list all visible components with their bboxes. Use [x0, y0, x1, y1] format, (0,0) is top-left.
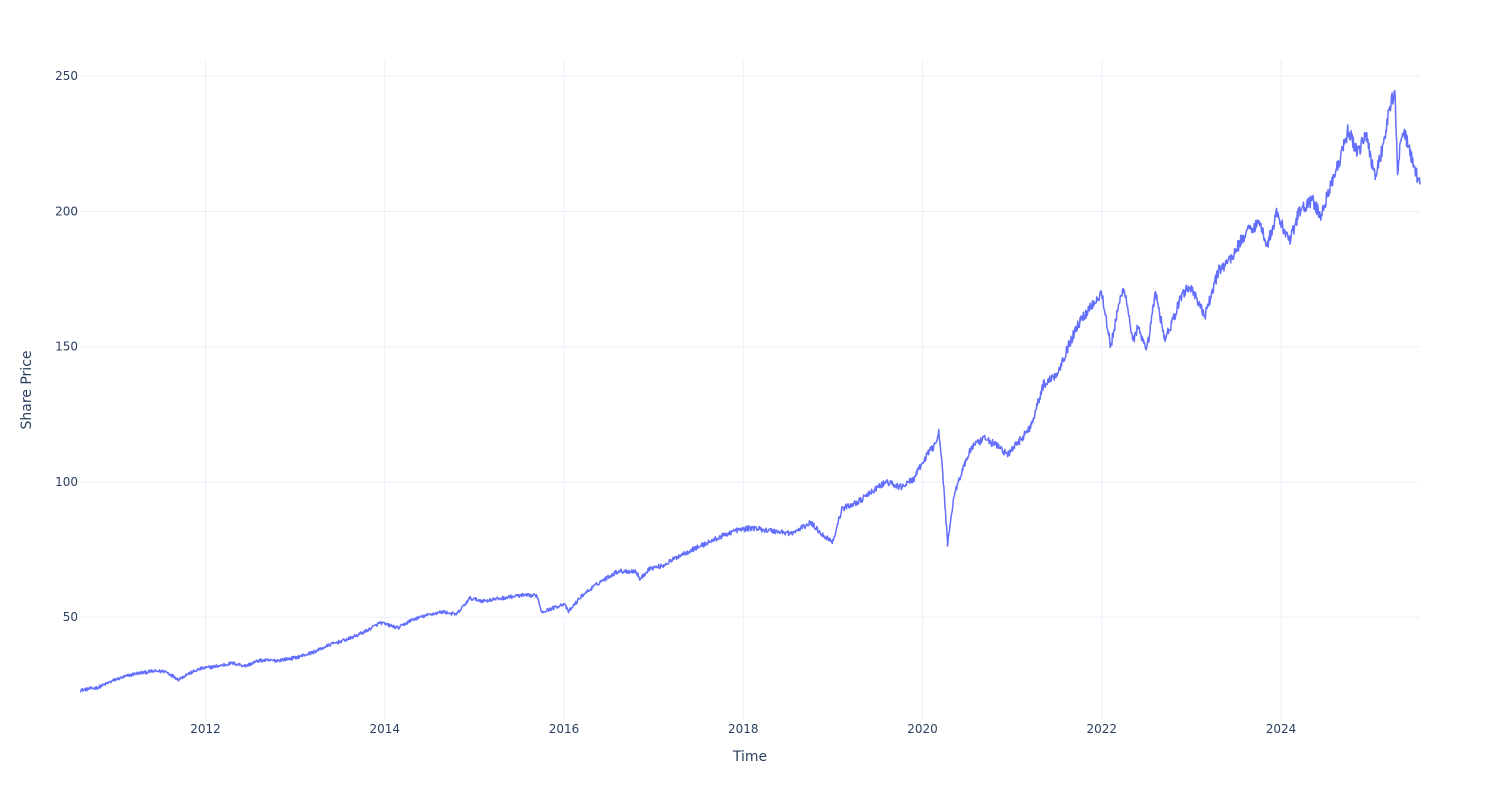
x-tick-label: 2012	[190, 722, 221, 736]
x-tick-label: 2020	[907, 722, 938, 736]
x-tick-label: 2022	[1087, 722, 1118, 736]
x-tick-label: 2018	[728, 722, 759, 736]
y-tick-label: 100	[55, 475, 78, 489]
x-tick-label: 2024	[1266, 722, 1297, 736]
x-axis-title: Time	[732, 749, 767, 765]
grid	[80, 60, 1420, 720]
share-price-line	[79, 90, 1421, 693]
x-tick-label: 2014	[369, 722, 400, 736]
y-tick-label: 250	[55, 69, 78, 83]
series-layer	[79, 90, 1421, 693]
y-axis-title: Share Price	[19, 350, 35, 429]
y-tick-label: 150	[55, 340, 78, 354]
tick-labels: 2012 2014 2016 2018 2020 2022 2024 50 100 150 200 2…	[55, 69, 1296, 736]
y-tick-label: 50	[63, 610, 78, 624]
y-tick-label: 200	[55, 204, 78, 218]
x-tick-label: 2016	[549, 722, 580, 736]
